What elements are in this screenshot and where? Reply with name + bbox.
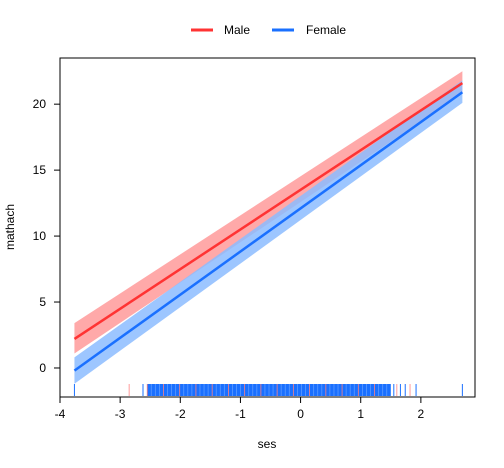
x-tick-label: -3 bbox=[115, 407, 126, 421]
line-male bbox=[73, 82, 464, 341]
legend-male-label: Male bbox=[224, 23, 250, 37]
y-tick-label: 5 bbox=[39, 295, 46, 309]
y-tick-label: 0 bbox=[39, 361, 46, 375]
x-tick-label: 0 bbox=[297, 407, 304, 421]
x-tick-label: -2 bbox=[175, 407, 186, 421]
legend-female-label: Female bbox=[306, 23, 346, 37]
x-tick-label: 1 bbox=[357, 407, 364, 421]
x-axis: -4 -3 -2 -1 0 1 2 bbox=[55, 397, 425, 421]
series-lines bbox=[73, 82, 464, 372]
y-tick-label: 15 bbox=[33, 163, 47, 177]
y-axis: 0 5 10 15 20 bbox=[33, 97, 60, 375]
plot-frame bbox=[59, 57, 476, 398]
x-tick-label: 2 bbox=[418, 407, 425, 421]
confidence-bands bbox=[74, 71, 463, 384]
legend: Male Female bbox=[191, 23, 346, 37]
line-female bbox=[73, 91, 464, 372]
y-tick-label: 20 bbox=[33, 97, 47, 111]
x-tick-label: -1 bbox=[235, 407, 246, 421]
y-tick-label: 10 bbox=[33, 229, 47, 243]
y-axis-title: mathach bbox=[3, 204, 17, 250]
x-tick-label: -4 bbox=[55, 407, 66, 421]
x-axis-title: ses bbox=[258, 437, 277, 451]
rug-plot bbox=[73, 384, 463, 396]
